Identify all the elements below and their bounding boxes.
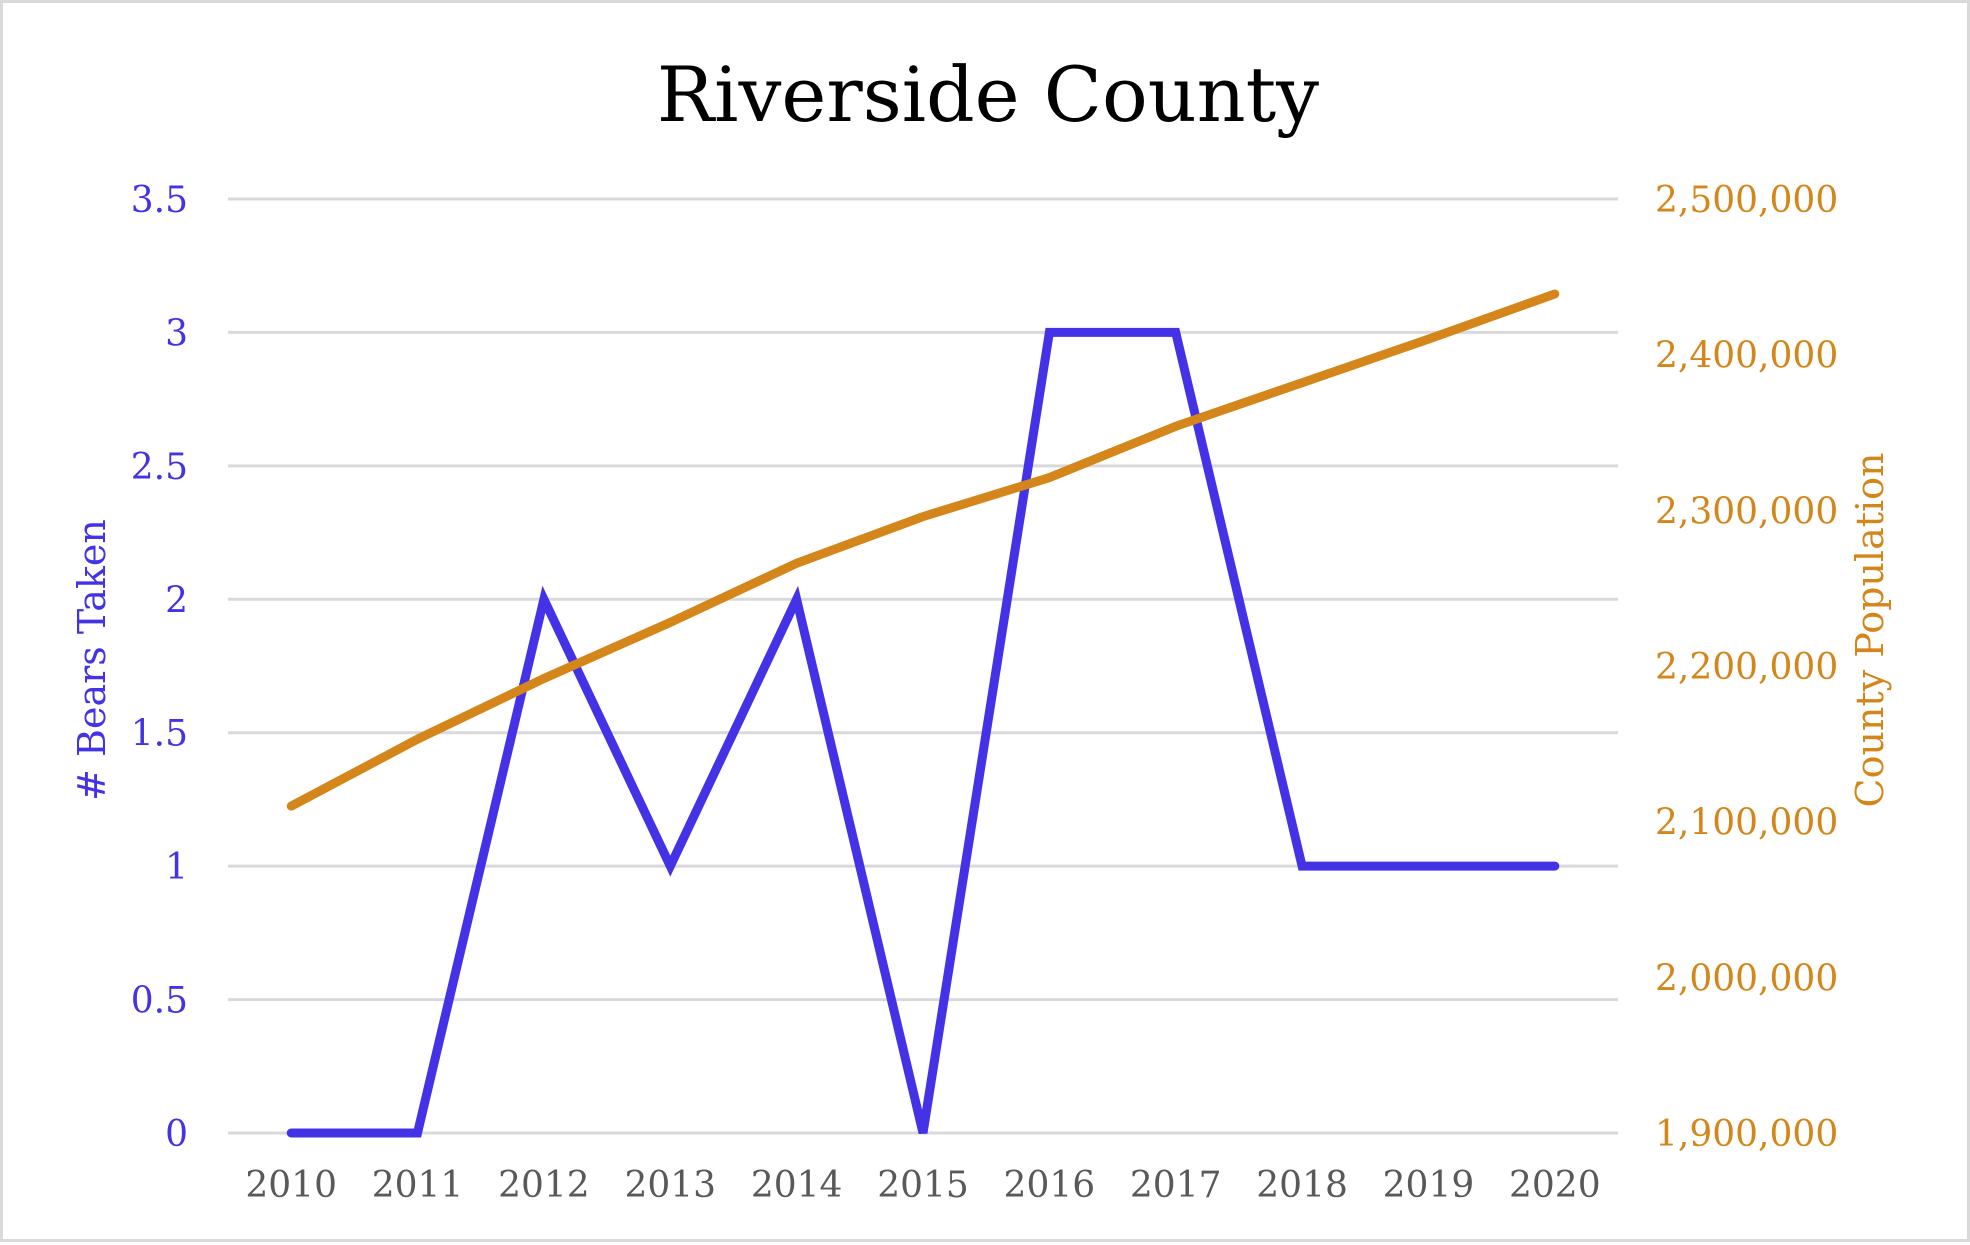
right-tick-label: 2,500,000 [1655,180,1838,221]
x-tick-label: 2010 [245,1165,337,1206]
left-tick-label: 1.5 [131,714,188,755]
chart-title: Riverside County [657,50,1319,139]
x-tick-label: 2011 [372,1165,464,1206]
population-data-point [1301,382,1303,384]
right-axis-title: County Population [1848,452,1892,807]
x-tick-label: 2018 [1256,1165,1348,1206]
population-data-point [1175,425,1177,427]
x-tick-label: 2012 [498,1165,590,1206]
population-series-line [286,289,1560,811]
bears-data-point [1427,865,1429,867]
population-data-point [922,516,924,518]
bears-data-point [1175,331,1177,333]
bears-data-point [1301,865,1303,867]
x-tick-label: 2016 [1004,1165,1096,1206]
population-data-point [290,805,292,807]
population-data-point [669,621,671,623]
right-tick-label: 1,900,000 [1655,1114,1838,1155]
gridlines [228,197,1618,1135]
right-tick-label: 2,400,000 [1655,336,1838,377]
x-tick-label: 2017 [1130,1165,1222,1206]
x-tick-label: 2020 [1509,1165,1601,1206]
population-data-point [543,677,545,679]
bears-data-point [796,598,798,600]
left-tick-label: 2.5 [131,447,188,488]
left-axis-ticks: 0 0.5 1 1.5 2 2.5 3 3.5 [131,180,188,1155]
x-axis-ticks: 2010 2011 2012 2013 2014 2015 2016 2017 2018 2019… [245,1165,1600,1206]
right-tick-label: 2,200,000 [1655,647,1838,688]
left-tick-label: 3 [165,313,188,354]
line-chart: Riverside County 0 0.5 1 1.5 2 2.5 3 3.5 1,900,… [70,50,1892,1206]
population-data-point [1048,477,1050,479]
right-axis-ticks: 1,900,000 2,000,000 2,100,000 2,200,000 2,30… [1655,180,1838,1155]
left-tick-label: 1 [165,847,188,888]
population-data-point [1554,293,1556,295]
x-tick-label: 2014 [751,1165,843,1206]
bears-data-point [417,1132,419,1134]
bears-data-point [922,1132,924,1134]
x-tick-label: 2019 [1383,1165,1475,1206]
left-tick-label: 3.5 [131,180,188,221]
left-tick-label: 2 [165,580,188,621]
right-tick-label: 2,100,000 [1655,803,1838,844]
bears-data-point [290,1132,292,1134]
population-data-point [1427,338,1429,340]
bears-data-point [1554,865,1556,867]
left-axis-title: # Bears Taken [70,519,114,801]
bears-data-point [669,865,671,867]
population-data-point [417,738,419,740]
right-tick-label: 2,300,000 [1655,491,1838,532]
left-tick-label: 0 [165,1114,188,1155]
x-tick-label: 2015 [877,1165,969,1206]
x-tick-label: 2013 [624,1165,716,1206]
bears-data-point [1048,331,1050,333]
bears-data-point [543,598,545,600]
series-lines [286,289,1560,1138]
left-tick-label: 0.5 [131,981,188,1022]
population-data-point [796,562,798,564]
right-tick-label: 2,000,000 [1655,958,1838,999]
